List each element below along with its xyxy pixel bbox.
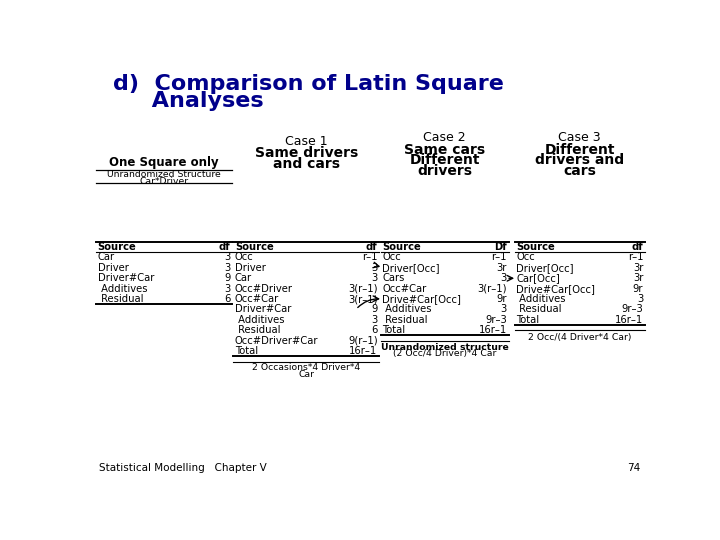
Text: Driver: Driver bbox=[98, 263, 129, 273]
Text: cars: cars bbox=[563, 164, 596, 178]
Text: 3: 3 bbox=[224, 284, 230, 294]
Text: and cars: and cars bbox=[273, 157, 340, 171]
Text: 6: 6 bbox=[371, 325, 377, 335]
Text: df: df bbox=[631, 242, 644, 252]
Text: 3r: 3r bbox=[633, 273, 644, 284]
Text: Source: Source bbox=[98, 242, 137, 252]
Text: Drive#Car[Occ]: Drive#Car[Occ] bbox=[516, 284, 595, 294]
Text: 3(r–1): 3(r–1) bbox=[348, 294, 377, 304]
Text: 3: 3 bbox=[372, 263, 377, 273]
Text: Different: Different bbox=[544, 143, 615, 157]
Text: Source: Source bbox=[382, 242, 421, 252]
Text: Same drivers: Same drivers bbox=[255, 146, 358, 160]
Text: r–1: r–1 bbox=[492, 253, 507, 262]
Text: 74: 74 bbox=[627, 463, 640, 473]
Text: Same cars: Same cars bbox=[404, 143, 485, 157]
Text: Additives: Additives bbox=[382, 305, 432, 314]
Text: 9r–3: 9r–3 bbox=[621, 305, 644, 314]
Text: Case 1: Case 1 bbox=[285, 136, 328, 148]
Text: Car: Car bbox=[298, 370, 314, 379]
Text: Additives: Additives bbox=[516, 294, 566, 304]
Text: r–1: r–1 bbox=[628, 253, 644, 262]
Text: One Square only: One Square only bbox=[109, 156, 219, 169]
Text: Driver#Car: Driver#Car bbox=[235, 305, 292, 314]
Text: 6: 6 bbox=[224, 294, 230, 304]
Text: 3(r–1): 3(r–1) bbox=[477, 284, 507, 294]
Text: drivers: drivers bbox=[417, 164, 472, 178]
Text: 3: 3 bbox=[500, 273, 507, 284]
Text: 16r–1: 16r–1 bbox=[479, 325, 507, 335]
Text: Source: Source bbox=[516, 242, 555, 252]
Text: 2 Occ/(4 Driver*4 Car): 2 Occ/(4 Driver*4 Car) bbox=[528, 333, 631, 342]
Text: Car[Occ]: Car[Occ] bbox=[516, 273, 560, 284]
Text: Df: Df bbox=[494, 242, 507, 252]
Text: r–1: r–1 bbox=[362, 253, 377, 262]
Text: 3r: 3r bbox=[497, 263, 507, 273]
Text: Occ: Occ bbox=[516, 253, 535, 262]
Text: Cars: Cars bbox=[382, 273, 405, 284]
Text: 3: 3 bbox=[224, 253, 230, 262]
Text: df: df bbox=[219, 242, 230, 252]
Text: 3: 3 bbox=[224, 263, 230, 273]
Text: Occ: Occ bbox=[382, 253, 401, 262]
Text: Residual: Residual bbox=[516, 305, 562, 314]
Text: Car: Car bbox=[98, 253, 115, 262]
Text: Car*Driver: Car*Driver bbox=[140, 177, 189, 186]
Text: Occ#Driver: Occ#Driver bbox=[235, 284, 293, 294]
Text: Residual: Residual bbox=[235, 325, 280, 335]
Text: 3r: 3r bbox=[633, 263, 644, 273]
Text: 3: 3 bbox=[372, 273, 377, 284]
Text: (2 Occ/4 Driver)*4 Car: (2 Occ/4 Driver)*4 Car bbox=[393, 349, 496, 359]
Text: 16r–1: 16r–1 bbox=[615, 315, 644, 325]
Text: d)  Comparison of Latin Square: d) Comparison of Latin Square bbox=[113, 74, 504, 94]
Text: Car: Car bbox=[235, 273, 252, 284]
Text: Drive#Car[Occ]: Drive#Car[Occ] bbox=[382, 294, 461, 304]
Text: Driver#Car: Driver#Car bbox=[98, 273, 154, 284]
Text: 2 Occasions*4 Driver*4: 2 Occasions*4 Driver*4 bbox=[252, 363, 360, 372]
Text: Additives: Additives bbox=[235, 315, 284, 325]
Text: 16r–1: 16r–1 bbox=[349, 346, 377, 356]
Text: 9(r–1): 9(r–1) bbox=[348, 336, 377, 346]
Text: Total: Total bbox=[382, 325, 405, 335]
Text: Occ#Car: Occ#Car bbox=[382, 284, 426, 294]
Text: 3: 3 bbox=[637, 294, 644, 304]
Text: Occ: Occ bbox=[235, 253, 253, 262]
Text: 3: 3 bbox=[500, 305, 507, 314]
Text: Unrandomized Structure: Unrandomized Structure bbox=[107, 171, 221, 179]
Text: Driver[Occ]: Driver[Occ] bbox=[382, 263, 440, 273]
Text: 3(r–1): 3(r–1) bbox=[348, 284, 377, 294]
Text: df: df bbox=[366, 242, 377, 252]
Text: Residual: Residual bbox=[382, 315, 428, 325]
Text: 9r: 9r bbox=[633, 284, 644, 294]
Text: 9: 9 bbox=[224, 273, 230, 284]
Text: Source: Source bbox=[235, 242, 274, 252]
Text: Statistical Modelling   Chapter V: Statistical Modelling Chapter V bbox=[99, 463, 267, 473]
Text: Case 2: Case 2 bbox=[423, 131, 466, 144]
Text: Driver[Occ]: Driver[Occ] bbox=[516, 263, 574, 273]
Text: Unrandomized structure: Unrandomized structure bbox=[381, 342, 508, 352]
Text: Occ#Car: Occ#Car bbox=[235, 294, 279, 304]
Text: Analyses: Analyses bbox=[113, 91, 264, 111]
Text: Driver: Driver bbox=[235, 263, 266, 273]
Text: Occ#Driver#Car: Occ#Driver#Car bbox=[235, 336, 318, 346]
Text: 9: 9 bbox=[371, 305, 377, 314]
Text: 3: 3 bbox=[372, 315, 377, 325]
Text: Case 3: Case 3 bbox=[559, 131, 601, 144]
Text: 9r–3: 9r–3 bbox=[485, 315, 507, 325]
Text: Total: Total bbox=[516, 315, 539, 325]
Text: drivers and: drivers and bbox=[535, 153, 624, 167]
Text: Total: Total bbox=[235, 346, 258, 356]
Text: Different: Different bbox=[409, 153, 480, 167]
Text: 9r: 9r bbox=[497, 294, 507, 304]
Text: Residual: Residual bbox=[98, 294, 143, 304]
Text: Additives: Additives bbox=[98, 284, 148, 294]
